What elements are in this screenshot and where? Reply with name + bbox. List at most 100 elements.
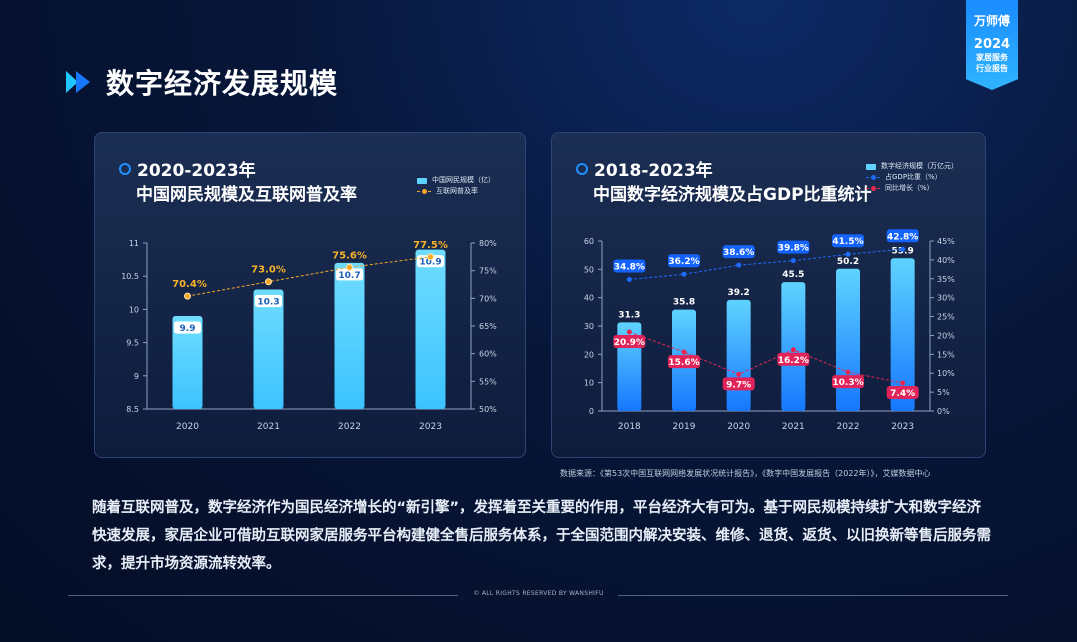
y2-tick-label: 80% bbox=[479, 239, 497, 248]
y-tick-label: 10 bbox=[129, 305, 139, 314]
gdp-value-tag bbox=[722, 245, 755, 259]
y2-tick-label: 0% bbox=[937, 407, 950, 416]
gdp-value-tag bbox=[777, 240, 810, 254]
bar-value-label: 45.5 bbox=[782, 270, 804, 280]
gdp-share-line bbox=[629, 248, 903, 281]
gdp-value-tag bbox=[668, 254, 700, 268]
chart2-title-line2: 中国数字经济规模及占GDP比重统计 bbox=[593, 185, 872, 205]
y-tick-label: 9 bbox=[134, 372, 139, 381]
bar bbox=[726, 299, 751, 411]
bar-swatch-icon bbox=[417, 177, 427, 184]
y2-tick-label: 70% bbox=[479, 294, 497, 303]
gdp-value-label: 39.8% bbox=[778, 244, 809, 254]
page-header: 数字经济发展规模 bbox=[66, 62, 338, 102]
gdp-point bbox=[900, 246, 906, 252]
y2-tick-label: 45% bbox=[937, 237, 955, 246]
y-tick-label: 10.5 bbox=[121, 272, 139, 281]
gdp-value-label: 36.2% bbox=[668, 257, 699, 267]
bar bbox=[890, 258, 915, 411]
y-tick-label: 20 bbox=[584, 350, 594, 359]
gdp-point bbox=[845, 251, 851, 257]
y2-tick-label: 30% bbox=[937, 294, 955, 303]
chart2-legend-bar-label: 数字经济规模（万亿元） bbox=[881, 162, 958, 170]
chart2-legend-gdp: 占GDP比重（%） bbox=[866, 172, 958, 183]
badge-line1: 家居服务 bbox=[976, 53, 1008, 62]
bar bbox=[334, 262, 365, 409]
chart1-legend-line-label: 互联网普及率 bbox=[436, 187, 478, 195]
growth-value-tag bbox=[886, 386, 919, 400]
growth-line bbox=[629, 331, 903, 384]
gdp-value-tag bbox=[886, 229, 919, 243]
gdp-value-tag bbox=[832, 234, 864, 248]
circle-bullet-icon bbox=[119, 163, 131, 175]
netizen-chart: 8.5 9 9.5 10 10.5 11 50% 55% 60% 65% 70% 75% 80% 9.9 2… bbox=[121, 239, 497, 432]
y-tick-label: 0 bbox=[589, 407, 594, 416]
bar bbox=[781, 282, 806, 411]
y2-tick-label: 20% bbox=[937, 331, 955, 340]
gdp-point bbox=[626, 277, 632, 283]
y2-tick-label: 15% bbox=[937, 350, 955, 359]
bar-value-label: 10.9 bbox=[419, 258, 441, 268]
x-tick-label: 2020 bbox=[176, 422, 199, 432]
chart2-title: 2018-2023年 中国数字经济规模及占GDP比重统计 bbox=[576, 159, 872, 207]
gdp-point bbox=[790, 258, 796, 264]
bar-value-tag bbox=[254, 293, 283, 308]
copyright-footer: © ALL RIGHTS RESERVED BY WANSHIFU bbox=[473, 590, 604, 597]
chart1-legend: 中国网民规模（亿） 互联网普及率 bbox=[417, 175, 495, 197]
bar bbox=[415, 249, 446, 409]
footer-divider-right bbox=[618, 595, 1008, 596]
bar-value-tag bbox=[173, 320, 202, 335]
growth-value-label: 16.2% bbox=[778, 356, 809, 366]
bar bbox=[836, 268, 860, 411]
chart1-title-line1: 2020-2023年 bbox=[137, 161, 256, 181]
y-tick-label: 10 bbox=[584, 379, 594, 388]
y-tick-label: 40 bbox=[584, 294, 594, 303]
digital-economy-chart: 0 10 20 30 40 50 60 0% 5% 10% 15% 20% 25% 30% 35% 40% 45… bbox=[584, 229, 955, 432]
gdp-value-label: 34.8% bbox=[614, 263, 645, 273]
report-badge: 万师傅 2024 家居服务 行业报告 bbox=[966, 0, 1018, 90]
bar-value-label: 31.3 bbox=[618, 310, 640, 320]
chart1-legend-bar: 中国网民规模（亿） bbox=[417, 175, 495, 186]
data-source: 数据来源：《第53次中国互联网网络发展状况统计报告》，《数字中国发展报告（202… bbox=[560, 469, 931, 478]
chart2-legend: 数字经济规模（万亿元） 占GDP比重（%） 同比增长（%） bbox=[866, 161, 958, 194]
badge-line2: 行业报告 bbox=[976, 64, 1008, 73]
chart1-legend-bar-label: 中国网民规模（亿） bbox=[432, 176, 495, 184]
bar bbox=[172, 316, 203, 409]
growth-value-label: 20.9% bbox=[614, 338, 645, 348]
growth-value-tag bbox=[668, 355, 700, 369]
line-swatch-icon bbox=[866, 174, 880, 182]
chart1-title: 2020-2023年 中国网民规模及互联网普及率 bbox=[119, 159, 357, 207]
bar-value-label: 50.2 bbox=[837, 257, 859, 267]
chart1-legend-line: 互联网普及率 bbox=[417, 186, 495, 197]
line-point bbox=[346, 263, 353, 271]
growth-value-tag bbox=[722, 377, 755, 391]
growth-point bbox=[845, 369, 851, 375]
x-tick-label: 2018 bbox=[618, 422, 641, 432]
play-arrows-icon bbox=[66, 71, 90, 93]
growth-point bbox=[626, 329, 632, 335]
footer-divider-left bbox=[68, 595, 458, 596]
x-tick-label: 2019 bbox=[673, 422, 696, 432]
chart2-legend-bar: 数字经济规模（万亿元） bbox=[866, 161, 958, 172]
chart2-legend-growth: 同比增长（%） bbox=[866, 183, 958, 194]
y2-tick-label: 60% bbox=[479, 350, 497, 359]
growth-point bbox=[736, 371, 742, 377]
line-point bbox=[427, 253, 434, 261]
line-swatch-icon bbox=[417, 188, 431, 196]
line-swatch-icon bbox=[866, 185, 880, 193]
gdp-value-label: 42.8% bbox=[887, 232, 918, 242]
bar-swatch-icon bbox=[866, 163, 876, 170]
line-point bbox=[265, 278, 272, 286]
y-tick-label: 50 bbox=[584, 265, 594, 274]
x-tick-label: 2023 bbox=[891, 422, 914, 432]
x-tick-label: 2022 bbox=[338, 422, 361, 432]
growth-value-label: 9.7% bbox=[726, 380, 751, 390]
y2-tick-label: 5% bbox=[937, 388, 950, 397]
bar-value-label: 9.9 bbox=[180, 324, 196, 334]
gdp-value-tag bbox=[613, 259, 646, 273]
y2-tick-label: 55% bbox=[479, 377, 497, 386]
badge-year: 2024 bbox=[973, 37, 1011, 52]
bar-value-label: 39.2 bbox=[728, 288, 750, 298]
gdp-value-label: 38.6% bbox=[723, 248, 754, 258]
growth-value-tag bbox=[777, 352, 810, 366]
